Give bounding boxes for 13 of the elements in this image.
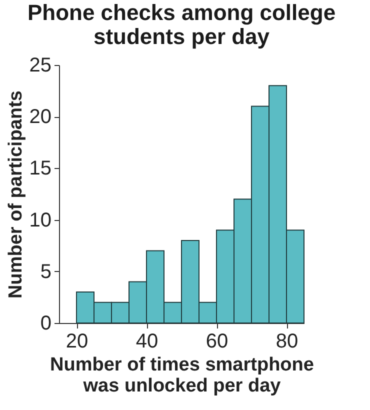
- y-tick-label: 5: [40, 260, 52, 283]
- chart-title: Phone checks among college students per day: [27, 0, 336, 49]
- x-tick-label: 80: [276, 330, 298, 352]
- x-tick-label: 60: [206, 330, 228, 352]
- x-tick-label: 40: [136, 330, 158, 352]
- x-axis-title: Number of times smartphone was unlocked per day: [50, 354, 314, 396]
- y-tick-label: 0: [40, 312, 52, 334]
- y-tick-label: 20: [29, 106, 52, 128]
- y-axis-title: Number of participants: [5, 90, 26, 298]
- y-tick-label: 25: [29, 54, 52, 76]
- y-tick-label: 10: [29, 209, 52, 232]
- y-tick-label: 15: [29, 158, 52, 180]
- x-tick-label: 20: [66, 330, 88, 352]
